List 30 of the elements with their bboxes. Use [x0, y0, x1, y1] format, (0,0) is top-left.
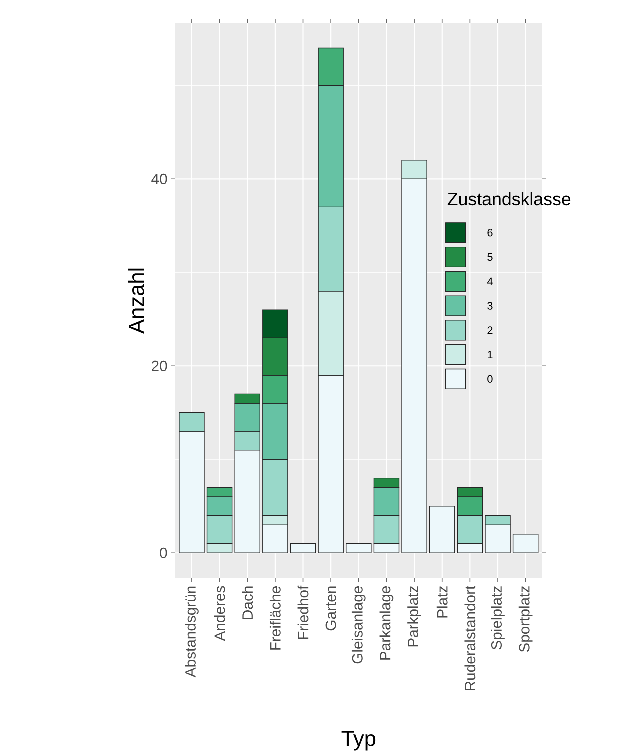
legend-label: 1	[488, 351, 493, 359]
x-tick-label: Parkplatz	[408, 586, 422, 647]
legend-label: 3	[488, 302, 493, 310]
bar	[290, 543, 316, 554]
bar	[346, 543, 372, 554]
bar	[429, 506, 456, 554]
y-tick-label: 0	[160, 548, 168, 558]
legend-label: 4	[487, 278, 493, 286]
x-tick-label: Platz	[436, 586, 448, 618]
x-tick-label: Parkanlage	[380, 586, 394, 660]
x-tick-label: Spielplatz	[491, 586, 505, 650]
legend-label: 2	[488, 326, 493, 334]
x-tick-label: Sportplatz	[518, 586, 533, 652]
x-tick-label: Dach	[242, 586, 254, 620]
legend-title: Zustandsklasse	[448, 192, 571, 206]
y-axis-title: Anzahl	[128, 268, 144, 334]
x-tick-label: Freifläche	[270, 586, 281, 650]
x-tick-label: Friedhof	[298, 586, 309, 640]
x-axis-title: Typ	[342, 731, 376, 751]
y-tick-label: 40	[152, 174, 168, 184]
legend-label: 0	[488, 375, 493, 384]
bar	[512, 534, 539, 554]
legend-label: 6	[488, 229, 493, 237]
legend-label: 5	[488, 253, 493, 262]
x-tick-label: Gleisanlage	[352, 586, 366, 664]
x-tick-label: Garten	[326, 586, 336, 631]
x-tick-label: Abstandsgrün	[185, 586, 199, 678]
x-tick-label: Ruderalstandort	[464, 586, 476, 690]
x-tick-label: Anderes	[214, 586, 226, 642]
y-tick-label: 20	[152, 360, 168, 372]
